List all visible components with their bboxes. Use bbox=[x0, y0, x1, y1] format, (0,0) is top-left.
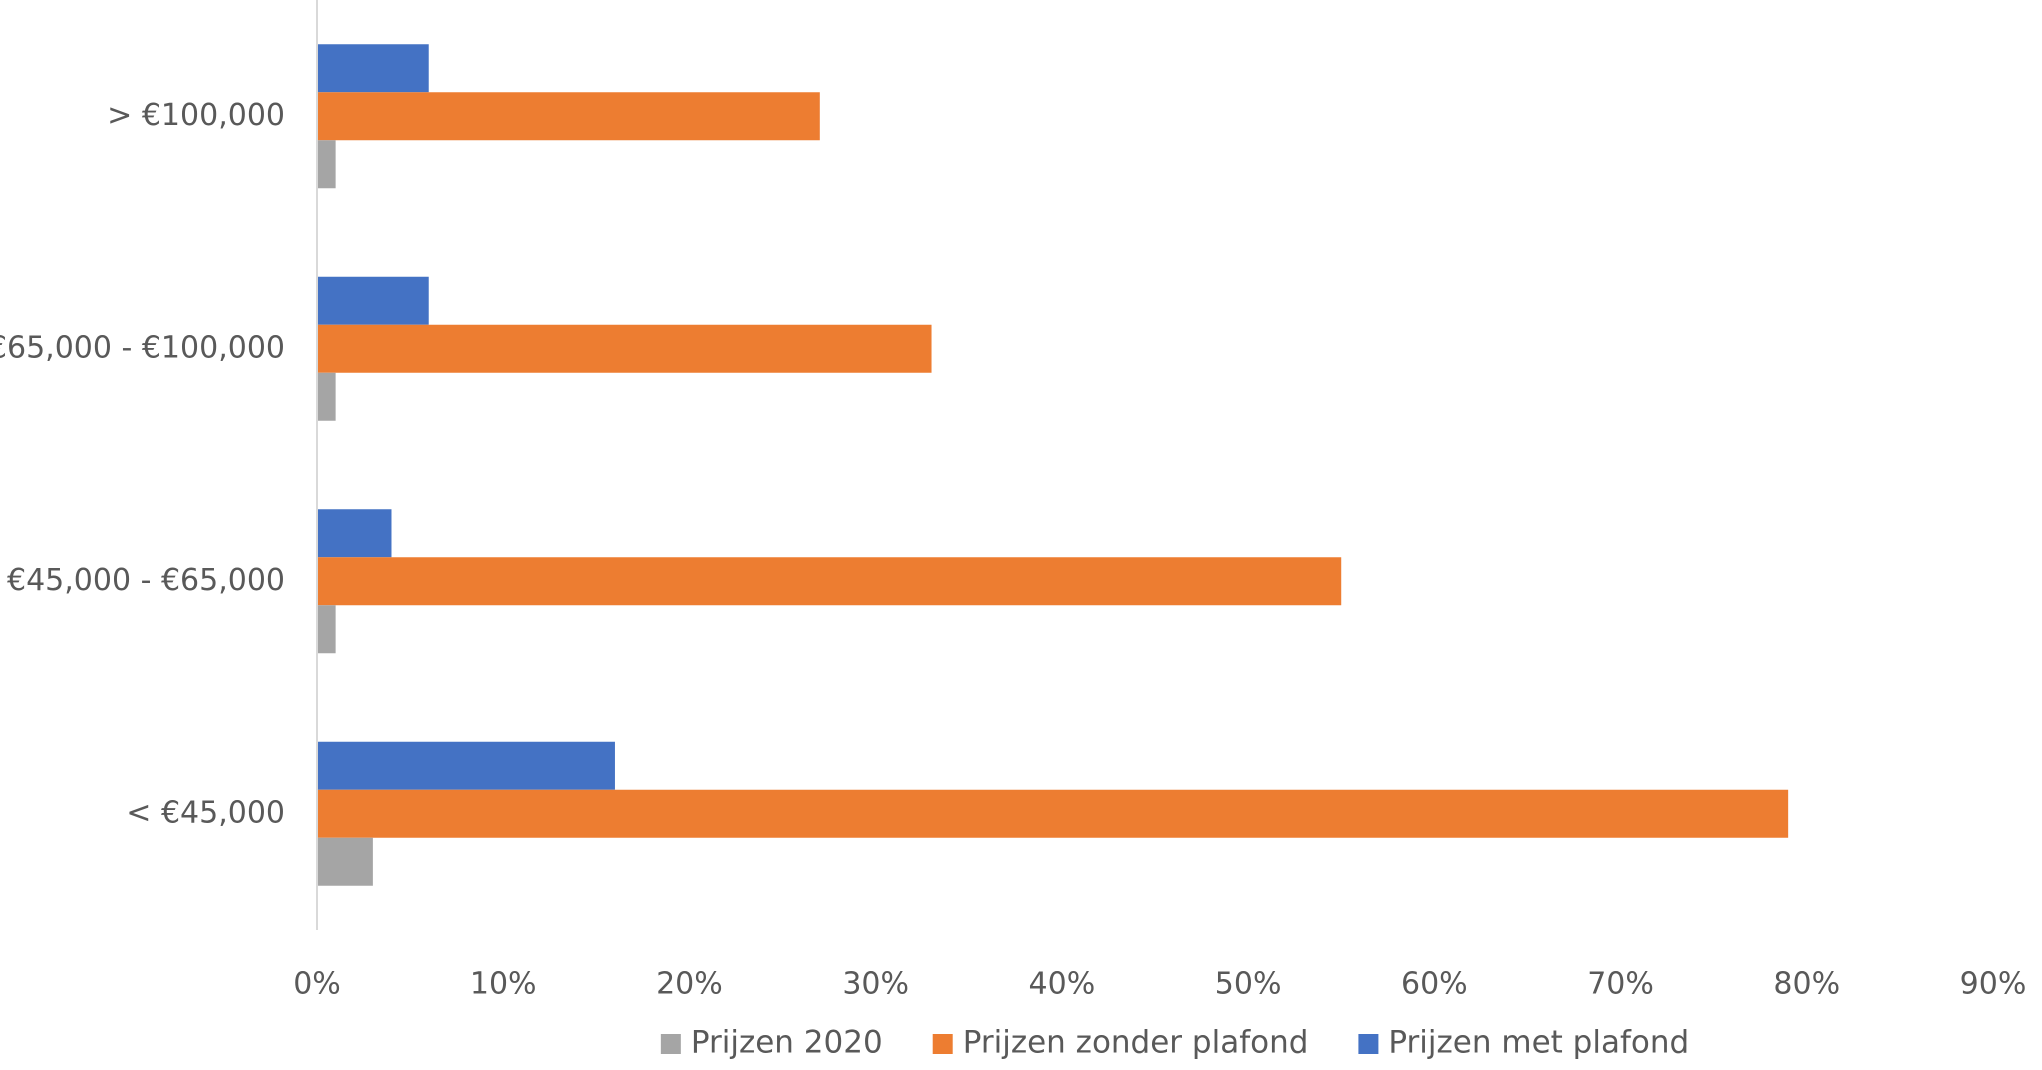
x-tick-label: 40% bbox=[1029, 967, 1096, 1002]
legend-swatch bbox=[932, 1034, 953, 1054]
legend-item-prijzen-zonder-plafond: Prijzen zonder plafond bbox=[932, 1025, 1309, 1061]
x-tick-label: 60% bbox=[1401, 967, 1468, 1002]
bar-prijzen-met-plafond-2 bbox=[317, 276, 429, 325]
category-label: €45,000 - €65,000 bbox=[7, 563, 285, 598]
x-tick-label: 90% bbox=[1960, 967, 2027, 1002]
bar-prijzen-2020-1 bbox=[317, 605, 336, 654]
bar-prijzen-2020-3 bbox=[317, 140, 336, 189]
x-tick-label: 80% bbox=[1773, 967, 1840, 1002]
bar-prijzen-met-plafond-3 bbox=[317, 44, 429, 93]
category-labels: < €45,000 €45,000 - €65,000 €65,000 - €100… bbox=[0, 98, 285, 831]
x-tick-label: 0% bbox=[293, 967, 341, 1002]
x-axis-tick-labels: 0% 10% 20% 30% 40% 50% 60% 70% 80% 90% bbox=[293, 967, 2026, 1002]
x-tick-label: 70% bbox=[1587, 967, 1654, 1002]
bar-prijzen-met-plafond-1 bbox=[317, 509, 392, 558]
bar-prijzen-zonder-plafond-3 bbox=[317, 92, 820, 141]
bar-prijzen-2020-0 bbox=[317, 837, 373, 886]
bars-layer bbox=[317, 44, 1789, 886]
bar-prijzen-met-plafond-0 bbox=[317, 741, 615, 790]
legend-swatch bbox=[1358, 1034, 1379, 1054]
category-label: < €45,000 bbox=[126, 795, 285, 830]
category-label: > €100,000 bbox=[107, 98, 285, 133]
legend-swatch bbox=[660, 1034, 681, 1054]
category-label: €65,000 - €100,000 bbox=[0, 330, 285, 365]
x-tick-label: 50% bbox=[1215, 967, 1282, 1002]
bar-prijzen-2020-2 bbox=[317, 372, 336, 421]
legend-label: Prijzen 2020 bbox=[691, 1025, 883, 1061]
legend-label: Prijzen met plafond bbox=[1388, 1025, 1689, 1061]
bar-prijzen-zonder-plafond-0 bbox=[317, 789, 1789, 838]
x-tick-label: 20% bbox=[656, 967, 723, 1002]
legend-item-prijzen-2020: Prijzen 2020 bbox=[660, 1025, 883, 1061]
x-tick-label: 30% bbox=[842, 967, 909, 1002]
x-tick-label: 10% bbox=[470, 967, 537, 1002]
bar-prijzen-zonder-plafond-2 bbox=[317, 324, 932, 373]
legend-label: Prijzen zonder plafond bbox=[963, 1025, 1309, 1061]
bar-prijzen-zonder-plafond-1 bbox=[317, 557, 1342, 606]
legend: Prijzen 2020 Prijzen zonder plafond Prijze… bbox=[660, 1025, 1689, 1061]
legend-item-prijzen-met-plafond: Prijzen met plafond bbox=[1358, 1025, 1689, 1061]
